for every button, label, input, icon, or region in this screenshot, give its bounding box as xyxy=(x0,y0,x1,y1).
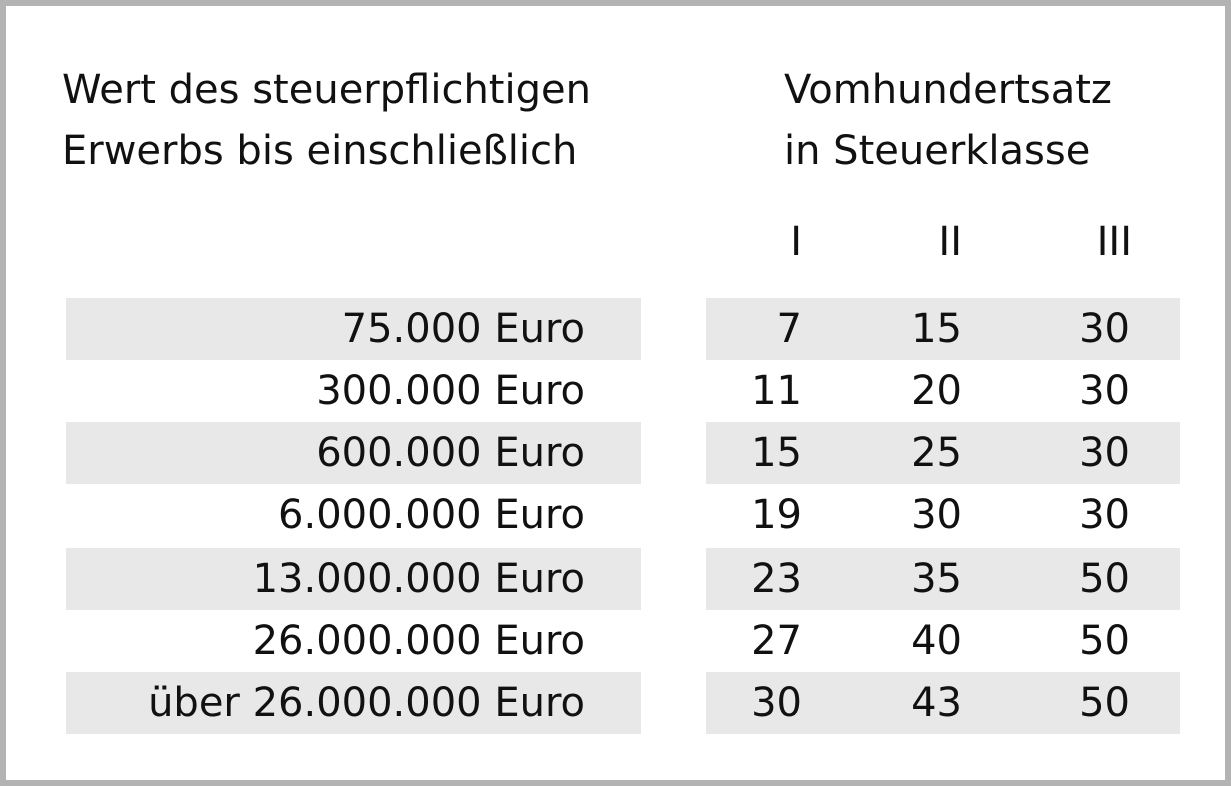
class-2-rate: 35 xyxy=(911,556,962,602)
class-2-rate: 20 xyxy=(911,368,962,414)
class-3-rate: 30 xyxy=(1079,306,1130,352)
table-row: 600.000 Euro 15 25 30 xyxy=(6,422,1231,484)
tax-class-header-1: I xyxy=(790,219,802,265)
value-header-line-1: Wert des steuerpflichtigen xyxy=(62,67,591,113)
amount-cell: 6.000.000 Euro xyxy=(278,492,585,538)
rate-column-header: Vomhundertsatz in Steuerklasse xyxy=(784,60,1112,182)
class-3-rate: 50 xyxy=(1079,618,1130,664)
row-band xyxy=(66,548,641,610)
class-2-rate: 30 xyxy=(911,492,962,538)
class-1-rate: 30 xyxy=(751,680,802,726)
amount-cell: 300.000 Euro xyxy=(316,368,585,414)
class-2-rate: 15 xyxy=(911,306,962,352)
amount-cell: über 26.000.000 Euro xyxy=(148,680,585,726)
tax-class-header-2: II xyxy=(938,219,962,265)
class-2-rate: 43 xyxy=(911,680,962,726)
class-1-rate: 11 xyxy=(751,368,802,414)
class-1-rate: 27 xyxy=(751,618,802,664)
row-band xyxy=(706,422,1180,484)
table-row: über 26.000.000 Euro 30 43 50 xyxy=(6,672,1231,734)
amount-cell: 26.000.000 Euro xyxy=(252,618,585,664)
row-band xyxy=(66,422,641,484)
class-3-rate: 30 xyxy=(1079,368,1130,414)
amount-cell: 13.000.000 Euro xyxy=(252,556,585,602)
amount-cell: 600.000 Euro xyxy=(316,430,585,476)
rate-header-line-1: Vomhundertsatz xyxy=(784,67,1112,113)
value-column-header: Wert des steuerpflichtigen Erwerbs bis e… xyxy=(62,60,591,182)
rate-header-line-2: in Steuerklasse xyxy=(784,128,1091,174)
table-row: 6.000.000 Euro 19 30 30 xyxy=(6,484,1231,546)
row-band xyxy=(66,672,641,734)
class-3-rate: 30 xyxy=(1079,492,1130,538)
class-1-rate: 23 xyxy=(751,556,802,602)
table-row: 300.000 Euro 11 20 30 xyxy=(6,360,1231,422)
value-header-line-2: Erwerbs bis einschließlich xyxy=(62,128,578,174)
amount-cell: 75.000 Euro xyxy=(341,306,585,352)
row-band xyxy=(706,672,1180,734)
table-row: 13.000.000 Euro 23 35 50 xyxy=(6,548,1231,610)
tax-class-header-3: III xyxy=(1096,219,1132,265)
class-1-rate: 19 xyxy=(751,492,802,538)
row-band xyxy=(706,298,1180,360)
table-row: 75.000 Euro 7 15 30 xyxy=(6,298,1231,360)
class-1-rate: 7 xyxy=(776,306,802,352)
class-2-rate: 40 xyxy=(911,618,962,664)
class-2-rate: 25 xyxy=(911,430,962,476)
class-1-rate: 15 xyxy=(751,430,802,476)
row-band xyxy=(706,548,1180,610)
row-band xyxy=(66,298,641,360)
class-3-rate: 50 xyxy=(1079,680,1130,726)
table-row: 26.000.000 Euro 27 40 50 xyxy=(6,610,1231,672)
class-3-rate: 30 xyxy=(1079,430,1130,476)
class-3-rate: 50 xyxy=(1079,556,1130,602)
